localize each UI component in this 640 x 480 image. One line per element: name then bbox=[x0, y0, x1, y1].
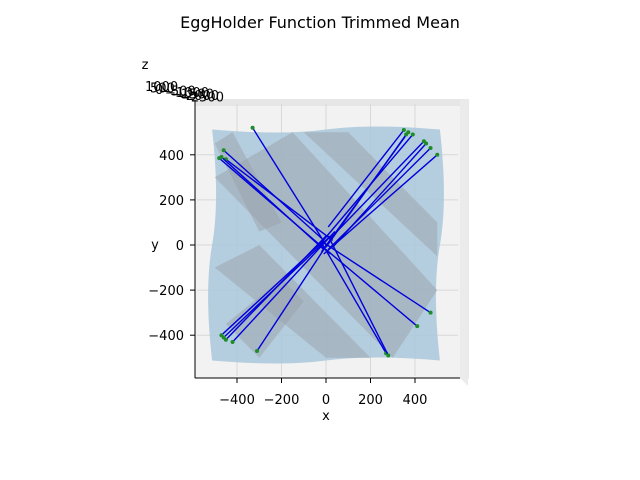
path-start-point bbox=[386, 353, 391, 358]
chart-title: EggHolder Function Trimmed Mean bbox=[180, 13, 460, 32]
x-tick-label: 200 bbox=[358, 393, 383, 408]
top-pane-edge bbox=[195, 100, 468, 106]
path-start-point bbox=[410, 132, 415, 137]
z-tick-label: −2500 bbox=[180, 91, 224, 106]
z-axis-label: z bbox=[142, 58, 149, 73]
y-tick-label: 200 bbox=[159, 194, 184, 209]
path-line bbox=[323, 154, 438, 255]
z-tick-label: −1500 bbox=[170, 88, 214, 103]
y-tick-label: 0 bbox=[176, 239, 184, 254]
path-start-point bbox=[428, 310, 433, 315]
z-tick-label: 500 bbox=[150, 82, 175, 97]
path-line bbox=[223, 149, 323, 239]
path-start-point bbox=[230, 339, 235, 344]
x-axis-label: x bbox=[322, 409, 330, 424]
surface-band bbox=[225, 278, 304, 358]
path-line bbox=[318, 134, 414, 246]
path-line bbox=[327, 129, 405, 228]
z-tick-label: 0 bbox=[155, 83, 163, 98]
path-start-point bbox=[401, 127, 406, 132]
y-tick-label: −400 bbox=[148, 329, 184, 344]
path-start-point bbox=[415, 324, 420, 329]
path-line bbox=[332, 143, 427, 248]
path-line bbox=[320, 242, 387, 354]
path-start-point bbox=[404, 132, 409, 137]
x-tick-label: 0 bbox=[322, 393, 330, 408]
surface-band bbox=[303, 132, 438, 257]
z-tick-label: −1000 bbox=[165, 86, 209, 101]
y-axis-label: y bbox=[151, 238, 159, 253]
path-start-point bbox=[223, 337, 228, 342]
z-tick-label: −500 bbox=[160, 85, 196, 100]
path-start-point bbox=[424, 141, 429, 146]
path-line bbox=[256, 242, 329, 352]
path-start-point bbox=[255, 348, 260, 353]
path-line bbox=[232, 230, 336, 343]
path-start-point bbox=[428, 146, 433, 151]
path-start-point bbox=[217, 156, 222, 161]
path-line bbox=[218, 157, 331, 255]
optimization-paths bbox=[217, 125, 440, 358]
path-start-point bbox=[250, 125, 255, 130]
path-start-point bbox=[221, 148, 226, 153]
x-ticks: −400 −200 0 200 400 bbox=[219, 378, 427, 408]
path-start-point bbox=[435, 152, 440, 157]
x-tick-label: 400 bbox=[403, 393, 428, 408]
path-line bbox=[329, 140, 425, 239]
y-tick-label: −200 bbox=[148, 284, 184, 299]
path-line bbox=[225, 235, 327, 341]
z-tick-label: −2000 bbox=[175, 89, 219, 104]
y-tick-label: 400 bbox=[159, 149, 184, 164]
z-tick-label: 1000 bbox=[145, 80, 178, 95]
path-line bbox=[327, 235, 389, 356]
right-pane-edge bbox=[460, 100, 468, 386]
x-tick-label: −200 bbox=[264, 393, 300, 408]
x-tick-label: −400 bbox=[219, 393, 255, 408]
y-ticks: −400 −200 0 200 400 bbox=[148, 149, 195, 344]
path-line bbox=[251, 127, 327, 246]
path-line bbox=[323, 242, 431, 314]
